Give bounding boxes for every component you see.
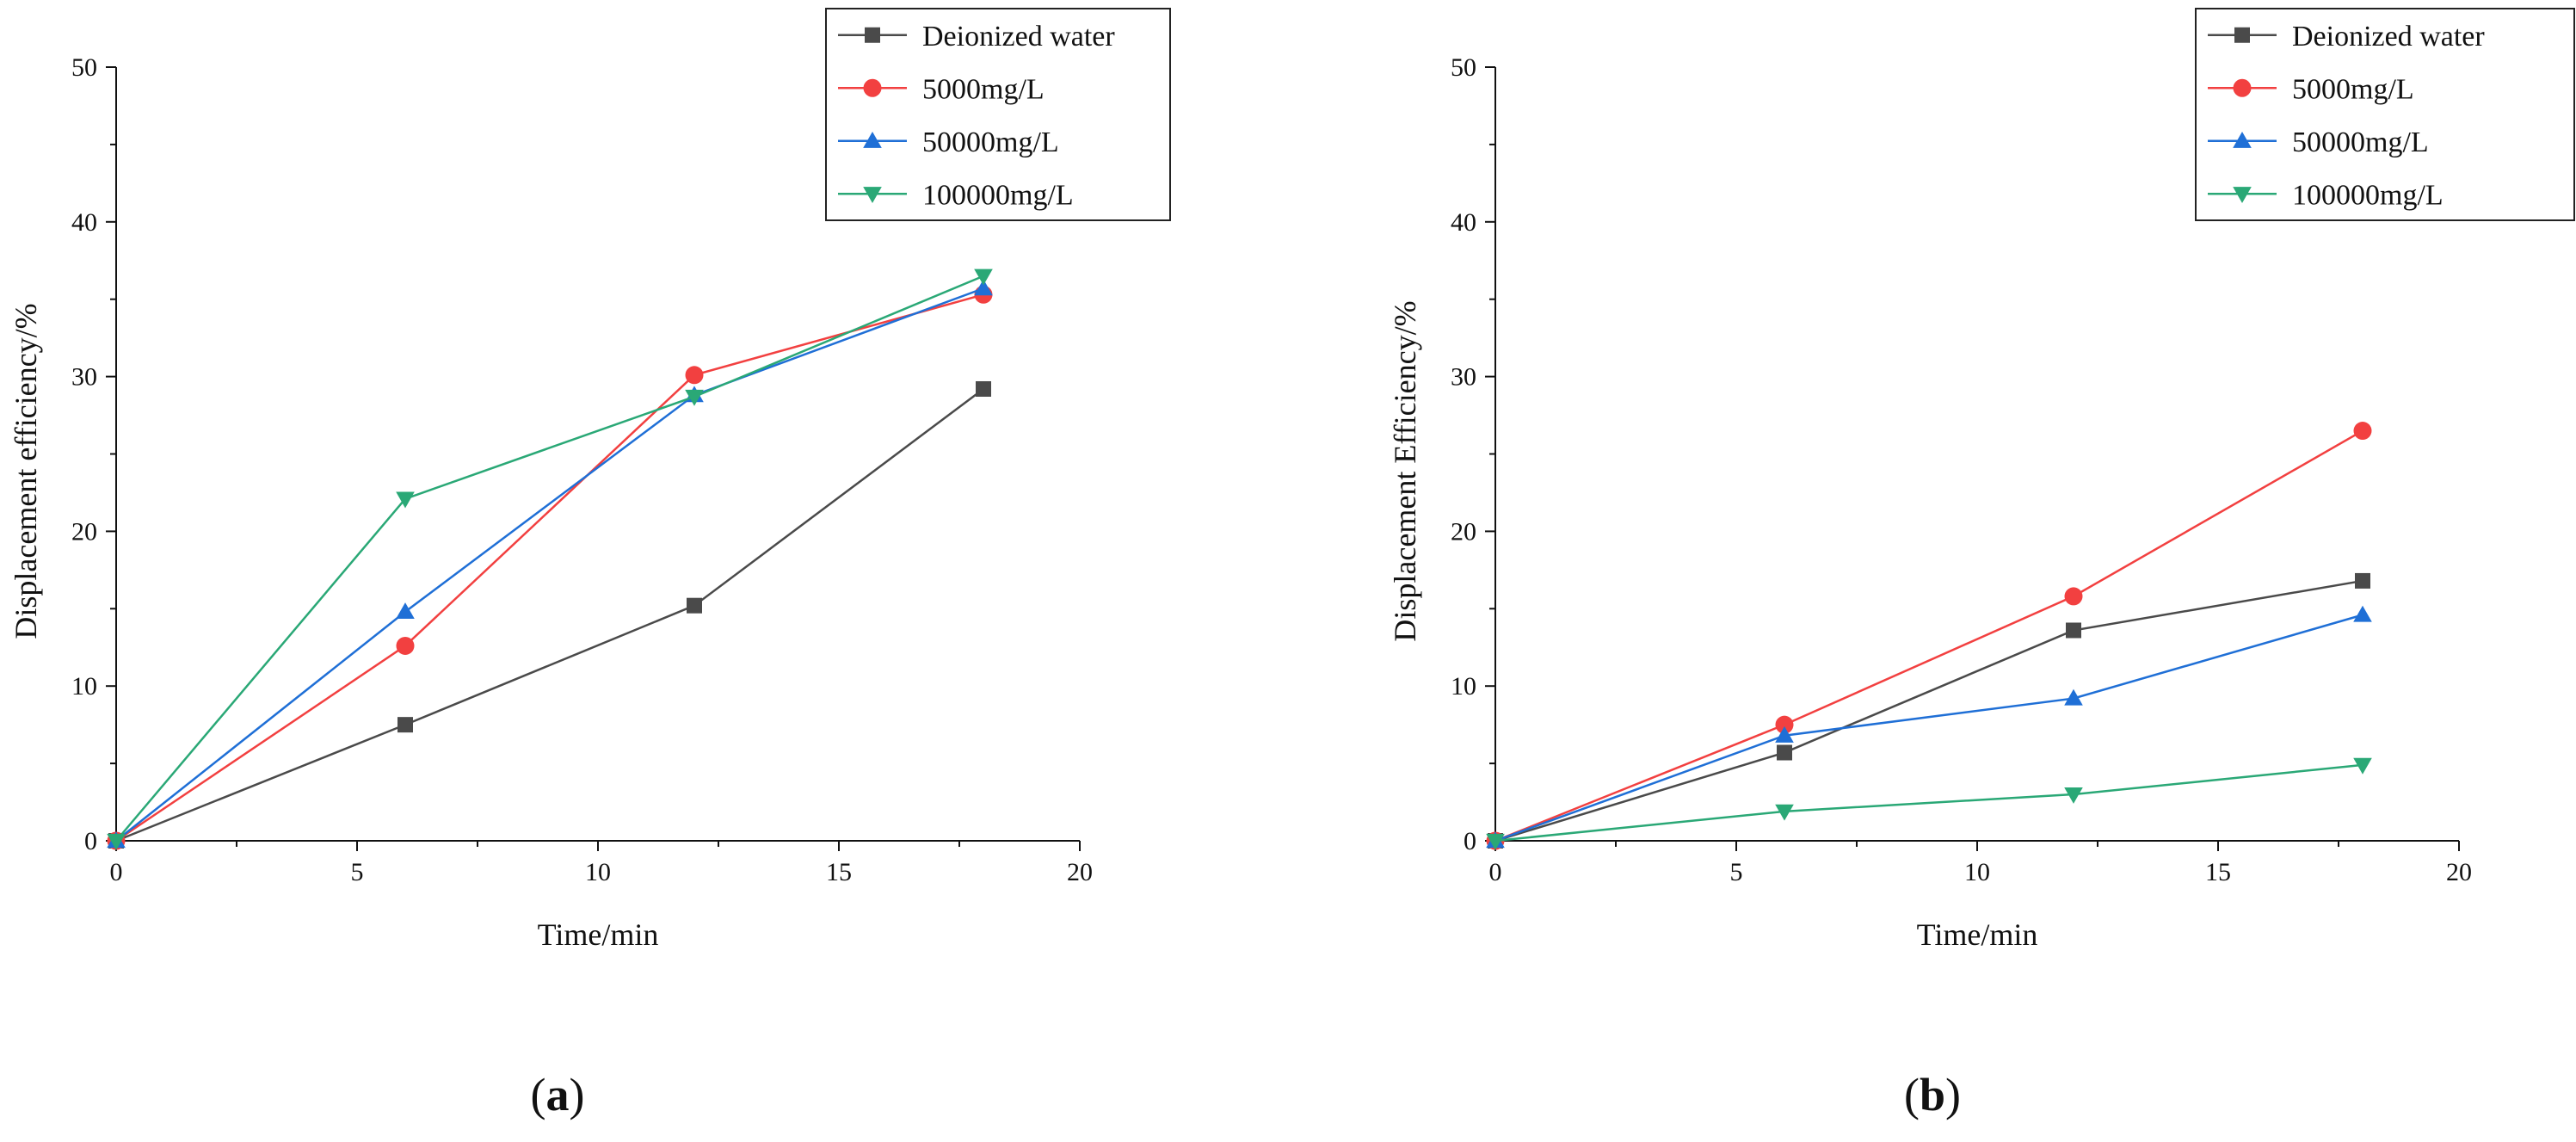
data-point xyxy=(974,279,993,296)
chart-panel-a: 0 5 10 15 20 0 10 20 30 40 50 Time/min Displacement … xyxy=(9,8,1171,952)
x-tick-label: 15 xyxy=(2205,858,2231,886)
legend-marker xyxy=(2233,78,2252,97)
data-point xyxy=(396,636,415,655)
series-line xyxy=(1494,429,2363,843)
data-point xyxy=(2064,787,2083,804)
y-tick-label: 20 xyxy=(71,517,97,546)
caption-paren: ( xyxy=(1904,1069,1920,1120)
chart-panel-b: 0 5 10 15 20 0 10 20 30 40 50 Time/min Displacement … xyxy=(1388,8,2575,952)
series-line xyxy=(115,287,984,842)
x-axis-title: Time/min xyxy=(1917,917,2038,952)
x-tick-label: 0 xyxy=(110,858,123,886)
series-line xyxy=(115,275,984,842)
legend-label: 5000mg/L xyxy=(922,73,1045,105)
x-tick-label: 5 xyxy=(351,858,364,886)
caption-paren: ) xyxy=(1945,1069,1961,1120)
series-line xyxy=(1494,614,2363,843)
panel-caption: (b) xyxy=(1904,1069,1961,1120)
data-point xyxy=(2353,422,2372,441)
x-tick-label: 10 xyxy=(1964,858,1990,886)
legend-box xyxy=(825,8,1171,221)
y-tick-label: 10 xyxy=(71,672,97,701)
legend-marker xyxy=(863,131,882,148)
legend-marker xyxy=(2233,131,2252,148)
data-point xyxy=(687,597,702,614)
data-point xyxy=(107,833,126,850)
legend-label: Deionized water xyxy=(2292,21,2485,52)
x-tick-label: 5 xyxy=(1730,858,1743,886)
caption-letter: a xyxy=(546,1069,570,1120)
data-point xyxy=(2064,587,2083,606)
legend-marker xyxy=(2234,27,2250,43)
data-point xyxy=(976,380,991,397)
legend-label: 50000mg/L xyxy=(2292,127,2429,158)
legend-marker xyxy=(863,78,882,97)
data-point xyxy=(2355,572,2370,589)
y-tick-label: 50 xyxy=(1451,53,1476,82)
data-point xyxy=(685,389,704,406)
x-tick-label: 15 xyxy=(826,858,852,886)
panel-caption: (a) xyxy=(531,1069,585,1120)
series-line xyxy=(115,293,984,843)
y-tick-label: 20 xyxy=(1451,517,1476,546)
legend-label: 100000mg/L xyxy=(2292,179,2444,211)
y-tick-label: 0 xyxy=(84,827,97,855)
y-axis-title: Displacement efficiency/% xyxy=(9,303,43,639)
legend-label: Deionized water xyxy=(922,21,1115,52)
data-point xyxy=(397,717,413,733)
series-line xyxy=(1494,579,2363,843)
legend-marker xyxy=(2233,187,2252,204)
captions: (a) (b) xyxy=(531,1069,1961,1120)
legend-label: 5000mg/L xyxy=(2292,73,2414,105)
legend-marker xyxy=(863,187,882,204)
data-point xyxy=(685,366,704,385)
data-point xyxy=(1775,804,1794,821)
y-tick-label: 30 xyxy=(71,363,97,392)
legend-marker xyxy=(865,27,880,43)
data-point xyxy=(1486,833,1505,850)
y-axis-title: Displacement Efficiency/% xyxy=(1388,300,1422,641)
data-point xyxy=(974,269,993,286)
x-tick-label: 0 xyxy=(1489,858,1502,886)
legend-label: 50000mg/L xyxy=(922,127,1059,158)
y-tick-label: 10 xyxy=(1451,672,1476,701)
data-point xyxy=(2064,688,2083,706)
data-point xyxy=(396,602,415,619)
data-point xyxy=(396,491,415,509)
series-line xyxy=(1494,763,2363,843)
legend-label: 100000mg/L xyxy=(922,179,1074,211)
x-tick-label: 20 xyxy=(1067,858,1093,886)
y-tick-label: 50 xyxy=(71,53,97,82)
caption-paren: ( xyxy=(531,1069,546,1120)
data-point xyxy=(2066,622,2081,639)
x-axis-title: Time/min xyxy=(538,917,659,952)
series-line xyxy=(115,387,984,843)
data-point xyxy=(1775,715,1794,734)
y-tick-label: 30 xyxy=(1451,363,1476,392)
x-tick-label: 20 xyxy=(2446,858,2472,886)
data-point xyxy=(1775,725,1794,743)
x-tick-label: 10 xyxy=(585,858,611,886)
y-tick-label: 0 xyxy=(1464,827,1476,855)
data-point xyxy=(1777,744,1792,761)
legend-box xyxy=(2195,8,2575,221)
data-point xyxy=(2353,605,2372,622)
data-point xyxy=(2353,757,2372,775)
y-tick-label: 40 xyxy=(1451,208,1476,237)
caption-paren: ) xyxy=(570,1069,585,1120)
caption-letter: b xyxy=(1920,1069,1945,1120)
y-tick-label: 40 xyxy=(71,208,97,237)
